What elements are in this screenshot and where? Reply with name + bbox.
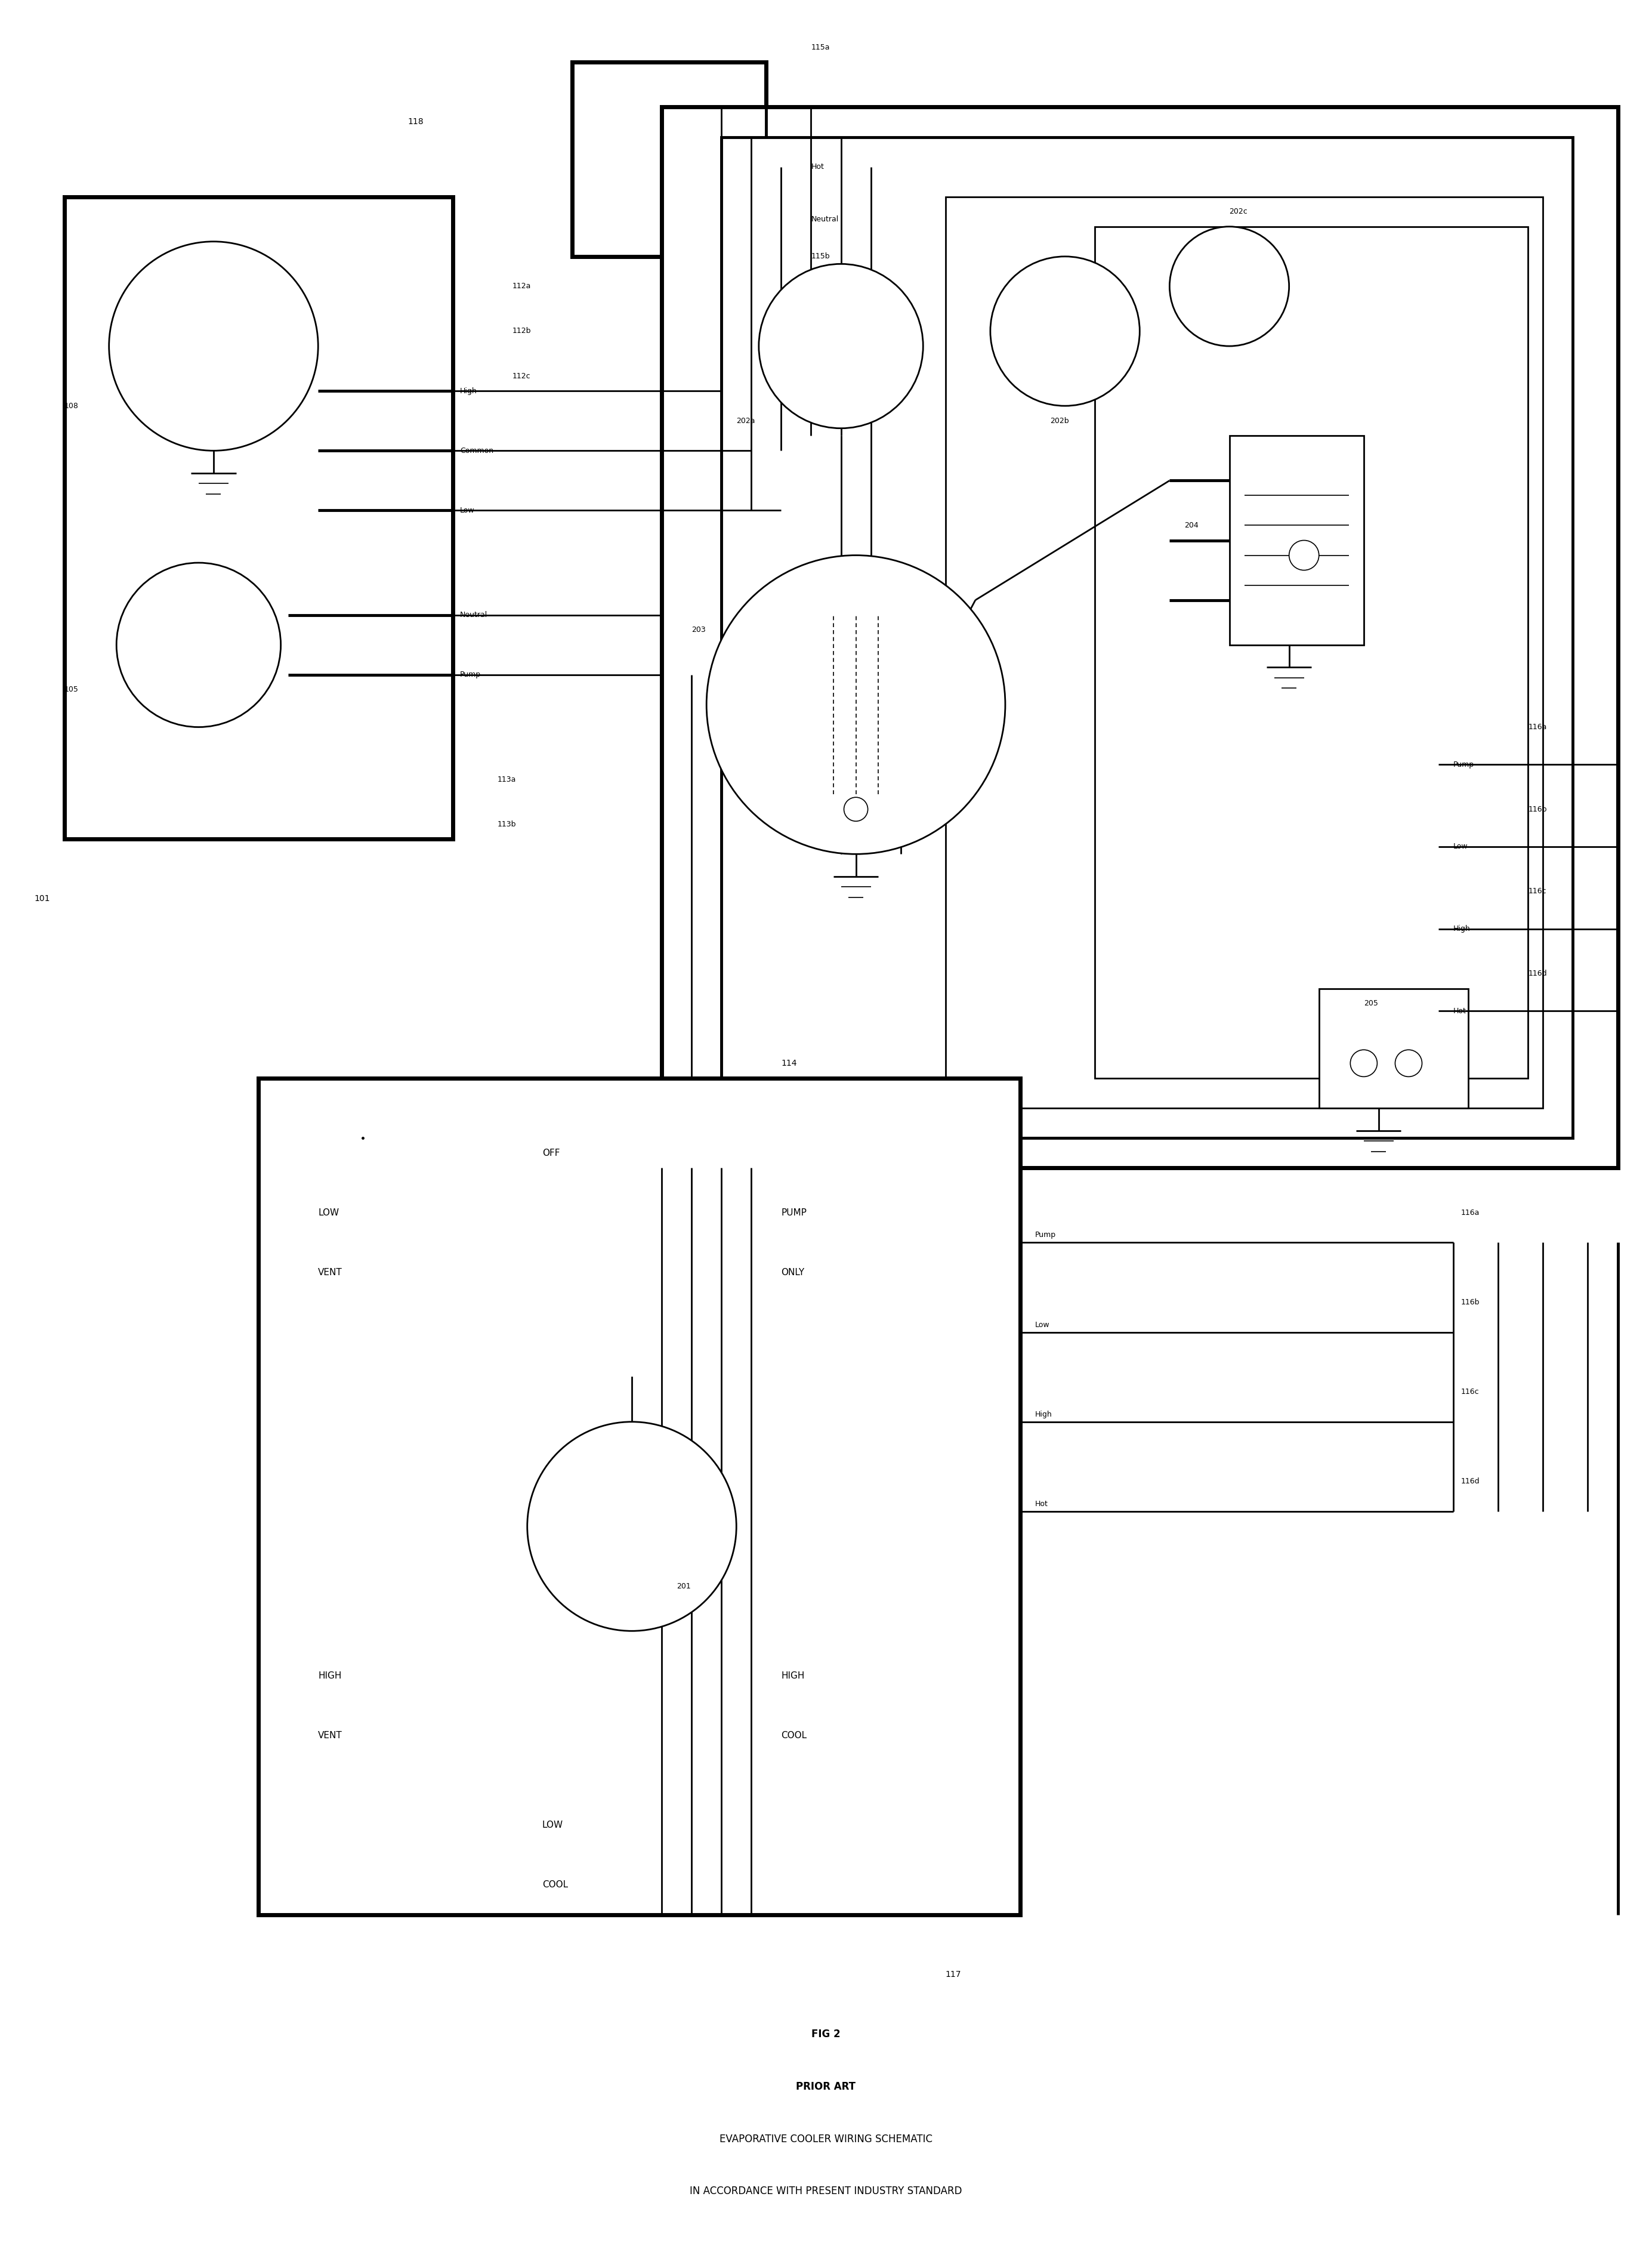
Circle shape — [844, 797, 867, 822]
Text: 116c: 116c — [1528, 887, 1546, 896]
Text: 202b: 202b — [1051, 418, 1069, 424]
Bar — [64, 198, 453, 840]
Circle shape — [1170, 227, 1289, 346]
Text: COOL: COOL — [781, 1732, 806, 1741]
Text: COOL: COOL — [542, 1880, 568, 1889]
Text: Hot: Hot — [811, 164, 824, 171]
Text: 202a: 202a — [737, 418, 755, 424]
Text: 118: 118 — [408, 117, 423, 126]
Text: 112b: 112b — [512, 328, 530, 335]
Bar — [1229, 436, 1365, 645]
Text: 116d: 116d — [1528, 970, 1546, 977]
Text: High: High — [1454, 925, 1470, 932]
Text: 116d: 116d — [1460, 1478, 1480, 1485]
Text: 116a: 116a — [1528, 723, 1546, 730]
Text: Low: Low — [1454, 842, 1469, 851]
Text: ONLY: ONLY — [781, 1269, 805, 1278]
Circle shape — [116, 564, 281, 728]
Text: 204: 204 — [1184, 521, 1199, 530]
Text: OFF: OFF — [542, 1148, 560, 1157]
Text: 105: 105 — [64, 685, 78, 694]
Text: VENT: VENT — [319, 1269, 342, 1278]
Bar — [258, 1078, 1021, 1916]
Text: 114: 114 — [781, 1060, 796, 1067]
Text: 113a: 113a — [497, 775, 515, 784]
Text: High: High — [1036, 1410, 1052, 1417]
Text: 108: 108 — [64, 402, 78, 409]
Text: Pump: Pump — [1454, 761, 1474, 768]
Circle shape — [109, 243, 319, 451]
Text: LOW: LOW — [542, 1822, 563, 1830]
Text: 112a: 112a — [512, 283, 530, 290]
Text: 101: 101 — [35, 894, 50, 903]
Text: Pump: Pump — [459, 672, 481, 678]
Text: FIG 2: FIG 2 — [811, 2028, 841, 2039]
Text: Hot: Hot — [1036, 1500, 1047, 1507]
Text: HIGH: HIGH — [319, 1671, 342, 1680]
Text: Pump: Pump — [1036, 1231, 1056, 1240]
Text: Hot: Hot — [1454, 1006, 1467, 1015]
Text: Low: Low — [459, 508, 474, 514]
Circle shape — [527, 1422, 737, 1631]
Text: 115a: 115a — [811, 43, 829, 52]
Text: 203: 203 — [692, 627, 705, 633]
Circle shape — [1396, 1049, 1422, 1076]
Text: 205: 205 — [1365, 999, 1378, 1008]
Text: HIGH: HIGH — [781, 1671, 805, 1680]
Text: 116a: 116a — [1460, 1208, 1480, 1217]
Circle shape — [1350, 1049, 1378, 1076]
Text: Neutral: Neutral — [459, 611, 487, 620]
Text: 116c: 116c — [1460, 1388, 1479, 1395]
Text: 116b: 116b — [1460, 1298, 1480, 1307]
Text: EVAPORATIVE COOLER WIRING SCHEMATIC: EVAPORATIVE COOLER WIRING SCHEMATIC — [720, 2134, 932, 2145]
Text: High: High — [459, 386, 477, 395]
Text: 116b: 116b — [1528, 806, 1546, 813]
Text: Low: Low — [1036, 1321, 1049, 1330]
Circle shape — [990, 256, 1140, 407]
Circle shape — [707, 555, 1006, 853]
Bar — [1318, 988, 1469, 1107]
Text: 202c: 202c — [1229, 209, 1247, 216]
Circle shape — [758, 265, 923, 429]
Text: 115b: 115b — [811, 252, 829, 261]
Text: PRIOR ART: PRIOR ART — [796, 2082, 856, 2091]
Text: PUMP: PUMP — [781, 1208, 806, 1217]
Bar — [722, 137, 1573, 1139]
Text: Common: Common — [459, 447, 494, 454]
Text: IN ACCORDANCE WITH PRESENT INDUSTRY STANDARD: IN ACCORDANCE WITH PRESENT INDUSTRY STAN… — [691, 2185, 961, 2197]
Text: 112c: 112c — [512, 373, 530, 380]
Bar — [662, 108, 1617, 1168]
Bar — [1095, 227, 1528, 1078]
Text: Neutral: Neutral — [811, 216, 839, 222]
Text: LOW: LOW — [319, 1208, 339, 1217]
Text: VENT: VENT — [319, 1732, 342, 1741]
Circle shape — [1289, 541, 1318, 570]
Text: 201: 201 — [677, 1581, 691, 1590]
Bar — [945, 198, 1543, 1107]
Text: 117: 117 — [945, 1970, 961, 1979]
Text: 113b: 113b — [497, 820, 515, 829]
Bar — [572, 63, 767, 256]
